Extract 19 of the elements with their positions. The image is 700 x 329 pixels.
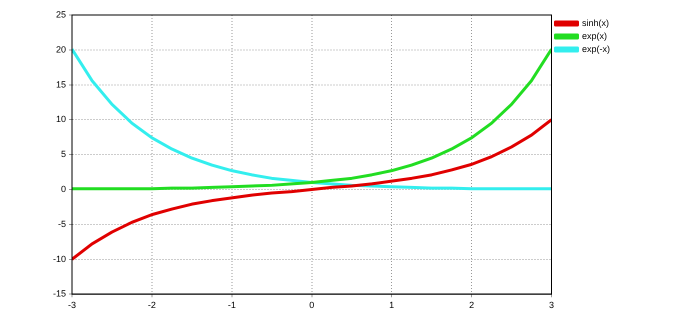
y-tick-label: 5 [60,149,66,160]
x-tick-label: 2 [469,300,474,310]
x-tick-label: -2 [148,300,156,310]
x-tick-label: 1 [389,300,394,310]
x-tick-label: 3 [548,300,554,310]
x-tick-label: -1 [228,300,236,310]
y-tick-label: -5 [58,218,66,229]
x-tick-label: 0 [309,300,314,310]
y-tick-label: -15 [52,288,66,299]
x-tick-label: -3 [68,300,76,310]
legend-label: exp(x) [582,30,608,41]
y-tick-label: 20 [56,44,66,54]
y-tick-label: 0 [60,184,66,194]
y-tick-label: 15 [56,79,66,90]
y-tick-label: 10 [56,114,66,124]
legend-label: sinh(x) [582,18,610,28]
y-tick-label: -10 [52,254,66,264]
y-tick-label: 25 [56,9,66,20]
legend-label: exp(-x) [582,44,610,54]
